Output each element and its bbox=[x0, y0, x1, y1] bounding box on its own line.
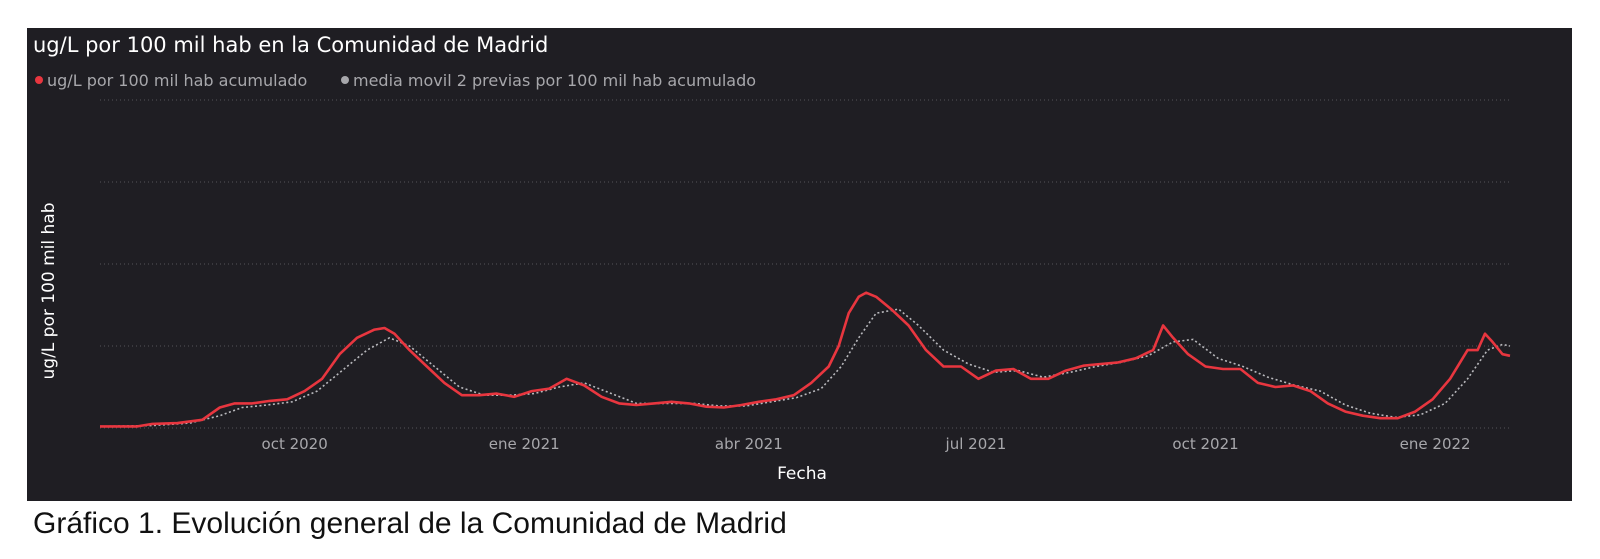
y-axis-label: ug/L por 100 mil hab bbox=[39, 203, 59, 380]
x-tick-label: ene 2021 bbox=[489, 435, 560, 453]
legend-label-series-2: media movil 2 previas por 100 mil hab ac… bbox=[353, 71, 756, 90]
gridlines bbox=[100, 99, 1510, 429]
x-tick-label: abr 2021 bbox=[715, 435, 783, 453]
x-tick-label: ene 2022 bbox=[1400, 435, 1471, 453]
legend-item-series-1[interactable]: ug/L por 100 mil hab acumulado bbox=[35, 71, 307, 90]
x-tick-label: oct 2020 bbox=[262, 435, 328, 453]
chart-svg: ug/L por 100 mil hab en la Comunidad de … bbox=[33, 33, 1511, 484]
x-tick-label: oct 2021 bbox=[1172, 435, 1238, 453]
legend: ug/L por 100 mil hab acumulado media mov… bbox=[35, 71, 756, 90]
figure-caption: Gráfico 1. Evolución general de la Comun… bbox=[33, 507, 787, 540]
legend-label-series-1: ug/L por 100 mil hab acumulado bbox=[47, 71, 307, 90]
x-axis-label: Fecha bbox=[777, 464, 827, 484]
legend-marker-series-1 bbox=[35, 76, 43, 84]
x-tick-label: jul 2021 bbox=[945, 435, 1007, 453]
legend-marker-series-2 bbox=[341, 76, 349, 84]
legend-item-series-2[interactable]: media movil 2 previas por 100 mil hab ac… bbox=[341, 71, 756, 90]
x-axis-ticks: oct 2020 ene 2021 abr 2021 jul 2021 oct 2021… bbox=[262, 435, 1471, 453]
series-layer bbox=[99, 291, 1511, 428]
chart-title: ug/L por 100 mil hab en la Comunidad de … bbox=[33, 33, 548, 57]
chart-panel: ug/L por 100 mil hab en la Comunidad de … bbox=[27, 28, 1572, 501]
series-line-2[interactable] bbox=[99, 308, 1511, 428]
series-line-1[interactable] bbox=[100, 291, 1511, 428]
